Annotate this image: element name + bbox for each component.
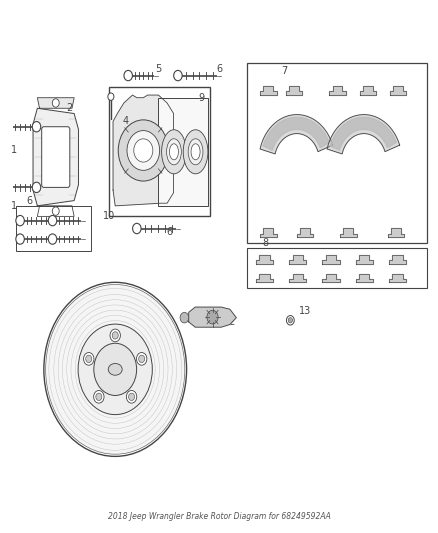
Text: 6: 6 — [27, 196, 33, 206]
Bar — [16, 206, 92, 251]
Polygon shape — [189, 307, 236, 327]
Circle shape — [174, 70, 182, 80]
Circle shape — [124, 70, 132, 80]
Ellipse shape — [170, 144, 178, 160]
Circle shape — [108, 93, 114, 100]
Circle shape — [46, 285, 184, 454]
Circle shape — [118, 120, 168, 181]
Circle shape — [84, 352, 94, 365]
Circle shape — [207, 310, 218, 324]
Ellipse shape — [191, 144, 200, 160]
Text: 3: 3 — [123, 132, 129, 142]
Circle shape — [180, 312, 189, 323]
Polygon shape — [389, 274, 406, 282]
Text: 4: 4 — [123, 116, 129, 126]
Circle shape — [16, 215, 25, 226]
Polygon shape — [356, 274, 373, 282]
Polygon shape — [390, 86, 406, 95]
Polygon shape — [388, 228, 404, 238]
Text: 10: 10 — [102, 212, 115, 221]
Ellipse shape — [188, 139, 203, 165]
Polygon shape — [356, 255, 373, 264]
Circle shape — [52, 207, 59, 215]
Polygon shape — [297, 228, 313, 238]
Circle shape — [127, 391, 137, 403]
Circle shape — [133, 223, 141, 233]
Text: 2: 2 — [67, 103, 73, 114]
Text: 9: 9 — [199, 93, 205, 103]
Text: 12: 12 — [224, 317, 236, 327]
Circle shape — [127, 131, 159, 171]
FancyBboxPatch shape — [42, 127, 70, 188]
Text: 6: 6 — [216, 64, 222, 74]
Polygon shape — [330, 117, 396, 150]
Text: 5: 5 — [155, 64, 162, 74]
Polygon shape — [289, 274, 306, 282]
Polygon shape — [340, 228, 357, 238]
Bar — [247, 248, 427, 288]
Polygon shape — [389, 255, 406, 264]
Polygon shape — [322, 274, 339, 282]
Circle shape — [110, 329, 120, 342]
Circle shape — [134, 139, 153, 162]
Text: 1: 1 — [11, 201, 17, 211]
Ellipse shape — [108, 364, 122, 375]
Polygon shape — [256, 255, 273, 264]
Polygon shape — [286, 86, 303, 95]
Ellipse shape — [162, 130, 186, 174]
Polygon shape — [329, 86, 346, 95]
Circle shape — [96, 393, 102, 400]
Circle shape — [112, 332, 118, 339]
Ellipse shape — [166, 139, 181, 165]
Polygon shape — [37, 206, 74, 216]
Polygon shape — [289, 255, 306, 264]
Circle shape — [32, 122, 41, 132]
Polygon shape — [263, 117, 329, 150]
Polygon shape — [327, 115, 399, 154]
Polygon shape — [113, 95, 173, 206]
Circle shape — [52, 99, 59, 107]
Circle shape — [94, 391, 104, 403]
Circle shape — [48, 215, 57, 226]
Circle shape — [128, 393, 134, 400]
Polygon shape — [260, 86, 276, 95]
Circle shape — [48, 234, 57, 244]
Circle shape — [86, 355, 92, 362]
Text: 13: 13 — [299, 306, 311, 316]
Text: 2018 Jeep Wrangler Brake Rotor Diagram for 68249592AA: 2018 Jeep Wrangler Brake Rotor Diagram f… — [108, 512, 330, 521]
Text: 8: 8 — [262, 238, 268, 248]
Circle shape — [286, 316, 294, 325]
Circle shape — [139, 355, 145, 362]
Ellipse shape — [183, 130, 208, 174]
Circle shape — [78, 324, 152, 415]
Circle shape — [32, 182, 41, 192]
Circle shape — [137, 352, 147, 365]
Polygon shape — [37, 98, 74, 108]
Circle shape — [288, 318, 293, 323]
Bar — [158, 98, 208, 206]
Polygon shape — [256, 274, 273, 282]
Polygon shape — [260, 228, 276, 238]
Text: 1: 1 — [11, 146, 17, 156]
Polygon shape — [322, 255, 339, 264]
Bar — [247, 63, 427, 243]
Polygon shape — [33, 108, 78, 206]
Circle shape — [16, 234, 25, 244]
Bar — [109, 87, 210, 216]
Polygon shape — [360, 86, 376, 95]
Polygon shape — [260, 115, 332, 154]
Circle shape — [94, 343, 137, 395]
Text: 7: 7 — [281, 66, 287, 76]
Text: 6: 6 — [166, 227, 172, 237]
